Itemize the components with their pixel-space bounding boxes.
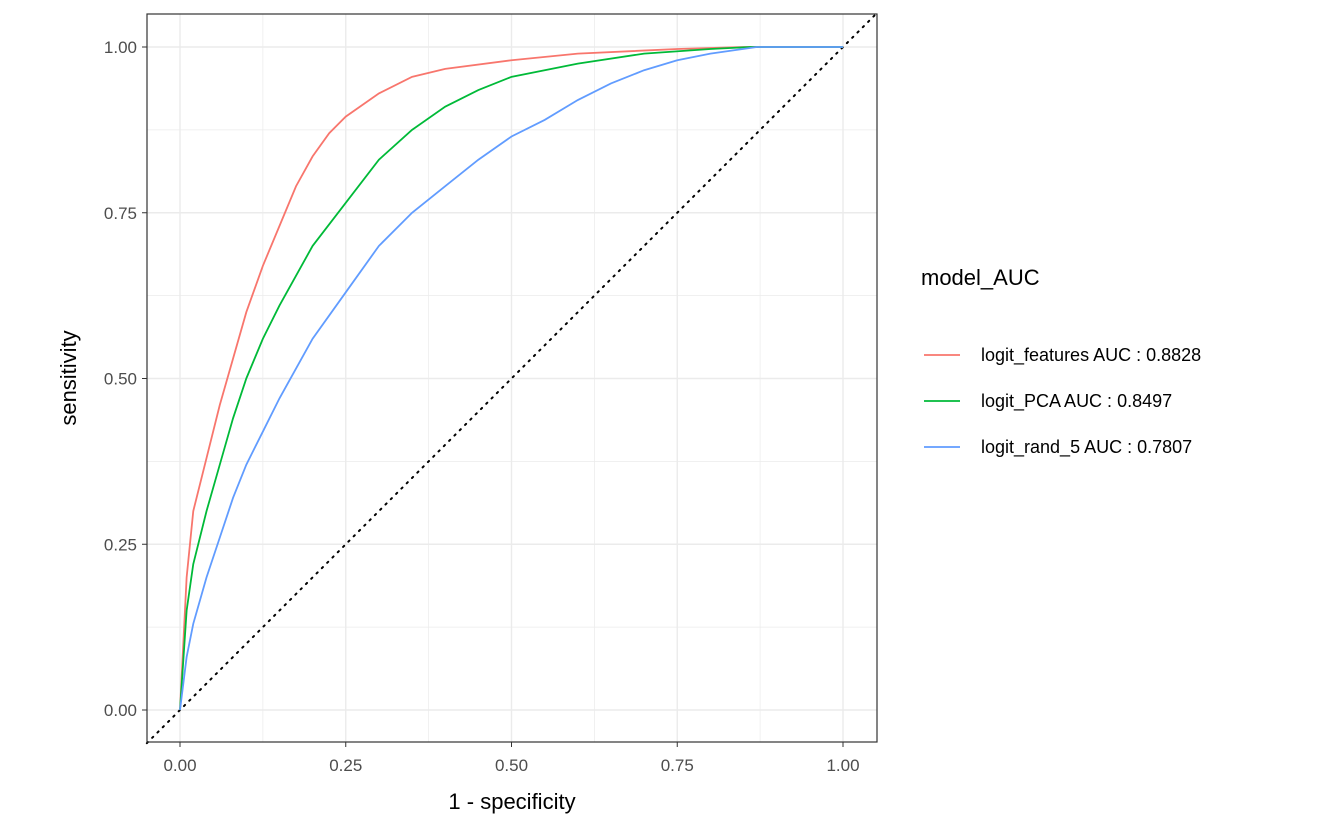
legend-label-0: logit_features AUC : 0.8828 xyxy=(981,345,1201,366)
x-ticks: 0.00 0.25 0.50 0.75 1.00 xyxy=(163,742,860,775)
x-tick-label: 0.25 xyxy=(329,756,362,775)
y-ticks: 0.00 0.25 0.50 0.75 1.00 xyxy=(104,38,147,720)
legend: model_AUC logit_features AUC : 0.8828 log… xyxy=(921,265,1201,458)
y-tick-label: 1.00 xyxy=(104,38,137,57)
x-tick-label: 1.00 xyxy=(826,756,859,775)
legend-label-1: logit_PCA AUC : 0.8497 xyxy=(981,391,1172,412)
diagonal-line xyxy=(145,12,878,745)
y-axis-title: sensitivity xyxy=(56,330,81,425)
x-tick-label: 0.75 xyxy=(661,756,694,775)
reference-diagonal xyxy=(145,12,878,745)
legend-label-2: logit_rand_5 AUC : 0.7807 xyxy=(981,437,1192,458)
roc-line-1 xyxy=(179,46,843,711)
y-tick-label: 0.50 xyxy=(104,370,137,389)
roc-line-2 xyxy=(179,46,843,711)
x-tick-label: 0.00 xyxy=(163,756,196,775)
x-axis-title: 1 - specificity xyxy=(448,789,575,814)
roc-line-0 xyxy=(179,46,843,711)
y-tick-label: 0.75 xyxy=(104,204,137,223)
legend-title: model_AUC xyxy=(921,265,1040,290)
series-lines xyxy=(179,46,843,711)
y-tick-label: 0.00 xyxy=(104,701,137,720)
x-tick-label: 0.50 xyxy=(495,756,528,775)
y-tick-label: 0.25 xyxy=(104,535,137,554)
